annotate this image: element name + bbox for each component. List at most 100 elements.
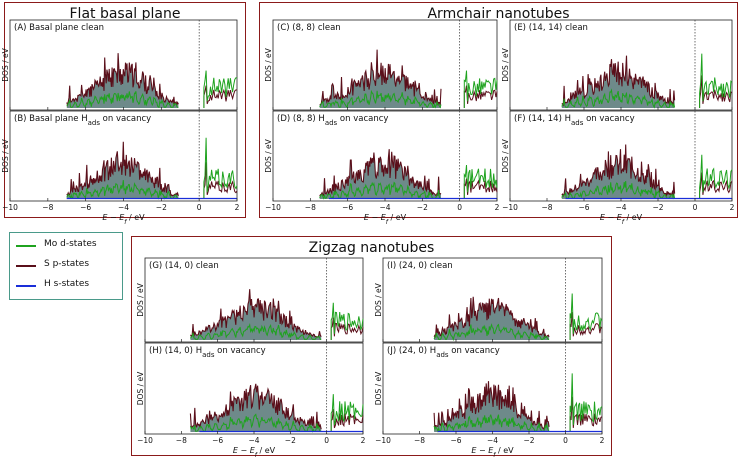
x-tick-label: −10 [375, 436, 391, 445]
x-tick-label: −6 [578, 203, 589, 212]
panel-H: −10 −8 −6 −4 −2 0 2 (H) (14, 0) Hads on vacancy… [136, 342, 366, 459]
legend-swatch-s [16, 265, 36, 267]
x-tick-label: −10 [265, 203, 281, 212]
mo-states-cb-line [330, 394, 364, 432]
s-states-fill [66, 53, 179, 108]
x-tick-label: 0 [324, 436, 329, 445]
mo-states-cb-line [699, 53, 733, 108]
s-states-cb-line [463, 178, 498, 199]
s-states-cb-line [699, 75, 733, 108]
x-tick-label: −2 [285, 436, 296, 445]
x-tick-label: −2 [652, 203, 663, 212]
mo-states-line [561, 88, 676, 109]
x-tick-label: −2 [417, 203, 428, 212]
x-tick-label: −6 [450, 436, 461, 445]
x-tick-label: −8 [42, 203, 53, 212]
x-tick-label: −4 [118, 203, 129, 212]
x-tick-label: 2 [600, 436, 605, 445]
panel-title: (G) (14, 0) clean [149, 261, 219, 271]
s-states-fill [434, 296, 550, 340]
x-tick-label: −10 [137, 436, 153, 445]
mo-states-cb-line [203, 137, 238, 199]
s-states-line [66, 53, 179, 107]
panel-D: −10 −8 −6 −4 −2 0 2 (D) (8, 8) Hads on vacancy D… [264, 110, 500, 226]
s-states-cb-line [569, 312, 603, 340]
s-states-line [561, 144, 676, 197]
s-states-fill [561, 55, 675, 108]
x-axis-label: E − Ef / eV [233, 446, 276, 459]
x-tick-label: −4 [615, 203, 626, 212]
x-tick-label: −8 [414, 436, 425, 445]
x-tick-label: −10 [2, 203, 18, 212]
armchair-group-title: Armchair nanotubes [427, 6, 570, 22]
y-axis-label: DOS / eV [1, 47, 10, 81]
s-states-line [433, 381, 550, 430]
s-states-cb-line [330, 317, 364, 340]
x-tick-label: −8 [176, 436, 187, 445]
x-tick-label: 0 [563, 436, 568, 445]
x-tick-label: −8 [541, 203, 552, 212]
mo-states-cb-line [463, 70, 498, 108]
panel-J: −10 −8 −6 −4 −2 0 2 (J) (24, 0) Hads on vacancy… [374, 342, 605, 459]
x-tick-label: 2 [361, 436, 366, 445]
s-states-line [66, 141, 179, 197]
x-axis-label: E − Ef / eV [600, 213, 643, 226]
panel-title: (D) (8, 8) Hads on vacancy [277, 114, 388, 127]
y-axis-label: DOS / eV [501, 138, 510, 172]
legend-label-mo: Mo d-states [44, 239, 97, 249]
panel-title: (C) (8, 8) clean [277, 23, 341, 33]
zigzag-group-title: Zigzag nanotubes [308, 240, 435, 256]
panel-title: (E) (14, 14) clean [514, 23, 588, 33]
x-tick-label: −2 [156, 203, 167, 212]
x-axis-label: E − Ef / eV [364, 213, 407, 226]
s-states-line [319, 49, 442, 106]
s-states-line [433, 296, 550, 339]
s-states-cb-line [569, 396, 603, 432]
y-axis-label: DOS / eV [374, 371, 383, 405]
legend: Mo d-states S p-states H s-states [9, 232, 123, 300]
mo-states-line [189, 323, 322, 341]
y-axis-label: DOS / eV [136, 282, 145, 316]
s-states-cb-line [330, 409, 364, 432]
x-tick-label: −6 [80, 203, 91, 212]
x-tick-label: 0 [457, 203, 462, 212]
x-tick-label: −6 [212, 436, 223, 445]
s-states-cb-line [699, 172, 733, 199]
mo-states-line [433, 323, 550, 342]
s-states-fill [561, 144, 675, 199]
legend-swatch-h [16, 285, 36, 287]
y-axis-label: DOS / eV [136, 371, 145, 405]
x-tick-label: 2 [730, 203, 735, 212]
x-axis-label: E − Ef / eV [471, 446, 514, 459]
x-tick-label: −6 [342, 203, 353, 212]
s-states-line [189, 383, 322, 430]
legend-swatch-mo [16, 245, 36, 247]
x-tick-label: −4 [379, 203, 390, 212]
panel-C: (C) (8, 8) clean DOS / eV [264, 19, 498, 111]
mo-states-line [319, 89, 442, 109]
mo-states-cb-line [463, 164, 498, 199]
panel-title: (H) (14, 0) Hads on vacancy [149, 346, 266, 359]
mo-states-cb-line [203, 70, 238, 108]
panel-title: (B) Basal plane Hads on vacancy [14, 114, 151, 127]
x-tick-label: −4 [248, 436, 259, 445]
x-axis-label: E − Ef / eV [102, 213, 145, 226]
s-states-cb-line [463, 85, 498, 108]
mo-states-cb-line [569, 293, 603, 340]
y-axis-label: DOS / eV [501, 47, 510, 81]
s-states-line [319, 149, 442, 197]
flat-group-title: Flat basal plane [69, 6, 181, 22]
panel-E: (E) (14, 14) clean DOS / eV [501, 19, 733, 111]
mo-states-cb-line [330, 302, 364, 340]
mo-states-line [561, 180, 676, 200]
panel-B: −10 −8 −6 −4 −2 0 2 (B) Basal plane Hads on vac… [1, 110, 240, 226]
mo-states-line [66, 91, 179, 109]
legend-label-h: H s-states [44, 279, 90, 289]
y-axis-label: DOS / eV [264, 47, 273, 81]
x-tick-label: 0 [197, 203, 202, 212]
panel-A: (A) Basal plane clean DOS / eV [1, 19, 238, 111]
mo-states-cb-line [569, 373, 603, 432]
x-tick-label: 2 [235, 203, 240, 212]
panel-F: −10 −8 −6 −4 −2 0 2 (F) (14, 14) Hads on vacanc… [501, 110, 735, 226]
